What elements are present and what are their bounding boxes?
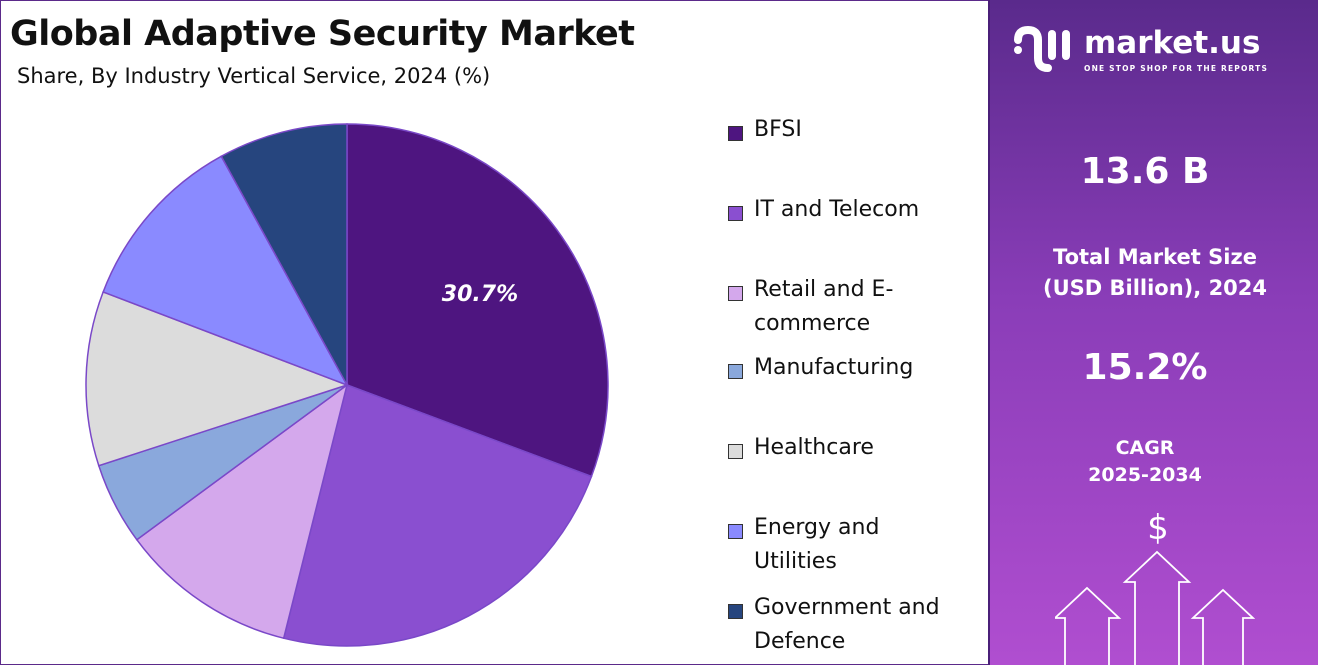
legend-label: Energy and Utilities (754, 511, 879, 579)
market-size-label-1: Total Market Size (1053, 245, 1257, 269)
cagr-label-1: CAGR (1115, 437, 1175, 459)
legend-label: Manufacturing (754, 351, 913, 385)
logo-mark-icon (1014, 25, 1070, 72)
market-size-value: 13.6 B (1080, 151, 1210, 192)
legend-label-line: Energy and (754, 515, 880, 540)
legend-label-line: Manufacturing (754, 355, 914, 380)
legend-label: Healthcare (754, 431, 874, 465)
legend-label-line: commerce (754, 311, 871, 336)
brand-tagline: ONE STOP SHOP FOR THE REPORTS (1084, 64, 1269, 73)
legend-item-it-and-telecom: IT and Telecom (728, 197, 988, 227)
legend-swatch (728, 206, 743, 221)
pie-slice-bfsi (346, 123, 609, 478)
legend-swatch (728, 604, 743, 619)
legend-item-retail-and-e-commerce: Retail and E-commerce (728, 277, 988, 341)
chart-subtitle: Share, By Industry Vertical Service, 202… (17, 64, 491, 88)
stats-panel: market.us ONE STOP SHOP FOR THE REPORTS … (988, 0, 1318, 665)
pie-chart: 30.7% (85, 123, 609, 647)
legend-item-healthcare: Healthcare (728, 435, 988, 465)
data-label-bfsi: 30.7% (442, 282, 518, 307)
legend-label-line: Defence (754, 629, 846, 654)
legend-swatch (728, 286, 743, 301)
legend-label-line: Utilities (754, 549, 837, 574)
growth-arrows-icon (1055, 550, 1255, 665)
legend-label: IT and Telecom (754, 193, 919, 227)
legend-item-government-and-defence: Government and Defence (728, 595, 988, 659)
legend-label: BFSI (754, 113, 802, 147)
legend-swatch (728, 444, 743, 459)
legend-label-line: IT and Telecom (754, 197, 920, 222)
pie-slice-government-and-defence (220, 123, 348, 386)
legend-label: Government and Defence (754, 591, 940, 659)
pie-slice-healthcare (85, 291, 350, 467)
brand-name: market.us (1084, 25, 1261, 61)
legend-label: Retail and E-commerce (754, 273, 893, 341)
dollar-icon: $ (1147, 508, 1169, 548)
market-us-logo: market.us ONE STOP SHOP FOR THE REPORTS (1012, 24, 1268, 74)
pie-slice-retail-and-e-commerce (135, 383, 349, 640)
legend-swatch (728, 524, 743, 539)
legend-item-bfsi: BFSI (728, 117, 988, 147)
legend-item-energy-and-utilities: Energy and Utilities (728, 515, 988, 579)
market-size-label-2: (USD Billion), 2024 (1042, 276, 1268, 300)
legend-swatch (728, 126, 743, 141)
chart-title: Global Adaptive Security Market (10, 14, 635, 54)
legend-label-line: BFSI (754, 117, 802, 142)
legend-swatch (728, 364, 743, 379)
legend-item-manufacturing: Manufacturing (728, 355, 988, 385)
legend-label-line: Healthcare (754, 435, 874, 460)
legend-label-line: Retail and E- (754, 277, 894, 302)
cagr-value: 15.2% (1082, 347, 1208, 388)
legend-label-line: Government and (754, 595, 940, 620)
pie-slice-it-and-telecom (282, 384, 593, 647)
pie-slice-energy-and-utilities (102, 155, 349, 387)
cagr-label-2: 2025-2034 (1088, 464, 1202, 486)
